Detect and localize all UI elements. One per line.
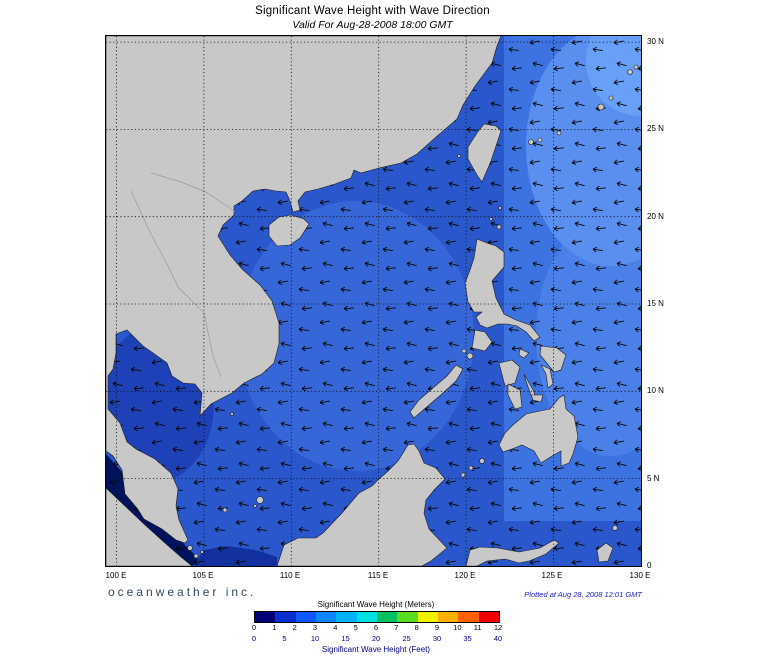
axis-label-lat-20n: 20 N [647,212,664,221]
island-negros [507,383,523,410]
small-islands [187,64,639,559]
meters-tick: 10 [453,623,462,632]
feet-tick: 10 [310,634,320,643]
landmass-sumatra [106,487,193,566]
meters-tick: 6 [373,623,379,632]
landmass-borneo [276,443,448,566]
colorbar-cell [376,612,398,622]
feet-tick-row: 0 5 10 15 20 25 30 35 40 [251,634,502,643]
oceanweather-logo-text: oceanweather inc. [108,585,257,599]
colorbar-cell [437,612,459,622]
colorbar-cell [356,612,377,622]
feet-tick: 5 [282,634,287,643]
plot-timestamp: Plotted at Aug 28, 2008 12:01 GMT [524,590,642,599]
meters-tick: 1 [272,623,277,632]
colorbar-cell [336,612,357,622]
river-mekong [130,190,222,378]
meters-tick: 7 [394,623,399,632]
meters-tick: 2 [292,623,297,632]
valid-time-subtitle: Valid For Aug-28-2008 18:00 GMT [292,19,453,31]
grid-lines [106,36,641,566]
axis-label-lat-0: 0 [647,561,652,570]
island-samar [539,345,567,373]
meters-tick: 4 [333,623,338,632]
meters-tick: 11 [473,623,482,632]
axis-label-lat-25n: 25 N [647,124,664,133]
island-hainan [268,214,310,247]
island-taiwan [467,123,502,183]
feet-tick: 15 [341,634,350,643]
feet-tick: 25 [402,634,411,643]
meters-tick: 12 [493,623,503,632]
feet-tick: 40 [493,634,503,643]
island-panay [498,359,521,387]
colorbar-cell [397,612,418,622]
axis-label-lon-125e: 125 E [541,571,563,580]
axis-label-lat-30n: 30 N [647,37,664,46]
legend-title-meters: Significant Wave Height (Meters) [317,600,435,609]
colorbar-cell [417,612,438,622]
axis-label-lon-105e: 105 E [192,571,214,580]
meters-tick: 8 [414,623,419,632]
meters-tick: 3 [312,623,318,632]
island-masbate [518,348,530,359]
colorbar-cell [458,612,479,622]
island-sulawesi [465,539,560,566]
axis-label-lon-130e: 130 E [629,571,651,580]
axis-label-lon-110e: 110 E [279,571,301,580]
colorbar [254,611,500,623]
axis-label-lat-10n: 10 N [647,386,664,395]
map-frame [105,35,642,567]
landmass-asia [106,36,502,544]
meters-tick: 9 [434,623,440,632]
island-bohol [530,394,544,403]
map-canvas [106,36,641,566]
island-mindanao [498,394,579,467]
land-masses [106,36,639,566]
meters-tick: 5 [353,623,358,632]
colorbar-cell [315,612,337,622]
feet-tick: 35 [463,634,472,643]
page-title: Significant Wave Height with Wave Direct… [255,5,490,17]
island-luzon [464,238,541,342]
feet-tick: 0 [251,634,257,643]
island-leyte [540,364,554,389]
colorbar-cell [275,612,296,622]
axis-label-lon-120e: 120 E [454,571,476,580]
colorbar-cell [478,612,499,622]
axis-label-lon-100e: 100 E [105,571,127,580]
feet-tick: 30 [432,634,442,643]
island-palawan [409,364,464,419]
meters-tick-row: 0 1 2 3 4 5 6 7 8 9 10 11 12 [251,623,502,632]
island-halmahera [596,542,614,563]
colorbar-cell [255,612,276,622]
axis-label-lat-15n: 15 N [647,299,664,308]
legend-title-feet: Significant Wave Height (Feet) [321,645,431,654]
island-mindoro [471,329,493,352]
axis-label-lon-115e: 115 E [367,571,389,580]
colorbar-cell [295,612,316,622]
meters-tick: 0 [251,623,257,632]
feet-tick: 20 [371,634,381,643]
axis-label-lat-5n: 5 N [647,474,660,483]
